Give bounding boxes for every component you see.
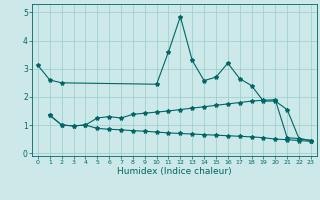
X-axis label: Humidex (Indice chaleur): Humidex (Indice chaleur) [117,167,232,176]
